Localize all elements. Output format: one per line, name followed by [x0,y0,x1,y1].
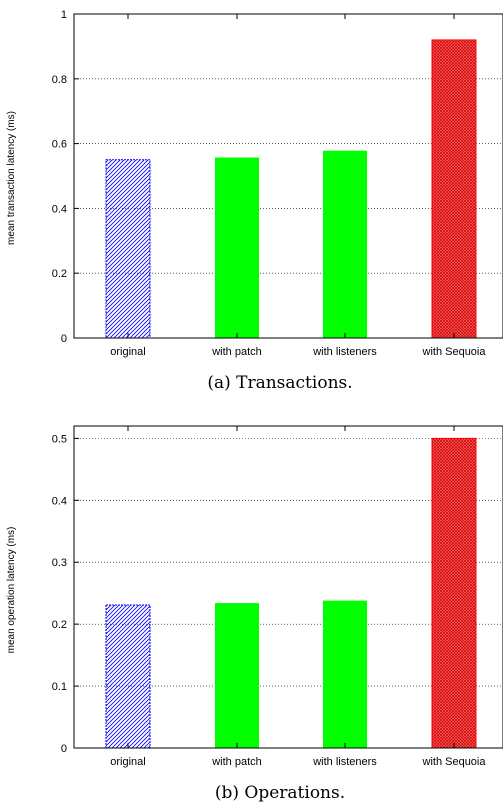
x-tick-label: with patch [211,346,262,358]
bar-original [105,159,151,339]
caption: (a) Transactions. [207,373,352,393]
bar-with-sequoia [431,39,477,339]
y-tick-label: 0.6 [52,139,67,151]
y-tick-label: 0 [61,333,67,345]
bar-with-sequoia [431,437,477,749]
y-tick-label: 1 [61,9,67,21]
bar-with-listeners [323,600,367,748]
plot-frame [73,425,503,749]
x-axis-ticks: original with patch with listeners with Seq… [110,426,486,768]
y-tick-label: 0.1 [52,681,67,693]
bar-original [105,604,151,749]
x-tick-label: with Sequoia [422,756,487,768]
y-tick-label: 0.3 [52,557,67,569]
caption: (b) Operations. [215,783,345,803]
y-tick-label: 0.4 [52,203,67,215]
x-tick-label: original [110,346,145,358]
bars [105,437,477,749]
bars [105,39,477,339]
y-axis-ticks: 0 0.1 0.2 0.3 0.4 0.5 [52,433,79,755]
bar-with-patch [215,603,259,748]
plot-frame [73,13,503,339]
y-tick-label: 0.8 [52,74,67,86]
x-tick-label: original [110,756,145,768]
operation-latency-chart: 0 0.1 0.2 0.3 0.4 0.5 original with patch with … [6,425,503,803]
y-axis-label: mean operation latency (ms) [6,527,17,654]
bar-with-listeners [323,150,367,338]
y-tick-label: 0.5 [52,433,67,445]
x-tick-label: with listeners [312,756,377,768]
x-tick-label: with Sequoia [422,346,487,358]
y-tick-label: 0 [61,743,67,755]
y-tick-label: 0.4 [52,495,67,507]
y-axis-ticks: 0 0.2 0.4 0.6 0.8 1 [52,9,79,345]
transaction-latency-chart: 0 0.2 0.4 0.6 0.8 1 original with patch with li… [6,9,503,393]
y-tick-label: 0.2 [52,619,67,631]
x-tick-label: with listeners [312,346,377,358]
bar-with-patch [215,157,259,338]
y-axis-label: mean transaction latency (ms) [6,111,17,245]
x-axis-ticks: original with patch with listeners with Seq… [110,14,486,358]
y-tick-label: 0.2 [52,268,67,280]
x-tick-label: with patch [211,756,262,768]
